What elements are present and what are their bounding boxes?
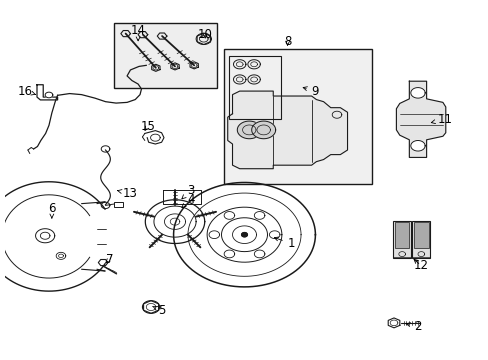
Polygon shape bbox=[410, 140, 424, 151]
Text: 3: 3 bbox=[182, 184, 194, 199]
Bar bbox=[229, 56, 280, 118]
Bar bbox=[411, 221, 429, 258]
Polygon shape bbox=[241, 233, 247, 237]
Text: 14: 14 bbox=[130, 23, 145, 41]
Text: 12: 12 bbox=[412, 259, 427, 272]
Polygon shape bbox=[251, 121, 275, 139]
Text: 4: 4 bbox=[182, 193, 194, 208]
Text: 9: 9 bbox=[303, 85, 319, 98]
Text: 8: 8 bbox=[284, 35, 291, 48]
Polygon shape bbox=[237, 121, 261, 139]
Bar bbox=[392, 221, 410, 258]
Text: 16: 16 bbox=[18, 85, 35, 98]
Text: 7: 7 bbox=[105, 253, 113, 266]
Polygon shape bbox=[396, 81, 445, 157]
Bar bbox=[114, 202, 122, 207]
Polygon shape bbox=[45, 92, 53, 98]
Text: 1: 1 bbox=[274, 237, 295, 250]
Text: 11: 11 bbox=[430, 113, 451, 126]
Text: 10: 10 bbox=[197, 28, 212, 41]
Polygon shape bbox=[227, 91, 347, 169]
Bar bbox=[114, 23, 217, 88]
Text: 2: 2 bbox=[406, 320, 421, 333]
Text: 15: 15 bbox=[140, 120, 155, 133]
Bar bbox=[394, 222, 408, 248]
Bar bbox=[224, 49, 371, 184]
Text: 5: 5 bbox=[152, 304, 165, 317]
Polygon shape bbox=[410, 87, 424, 98]
Text: 6: 6 bbox=[48, 202, 56, 218]
Bar bbox=[413, 222, 427, 248]
Text: 13: 13 bbox=[117, 187, 138, 200]
